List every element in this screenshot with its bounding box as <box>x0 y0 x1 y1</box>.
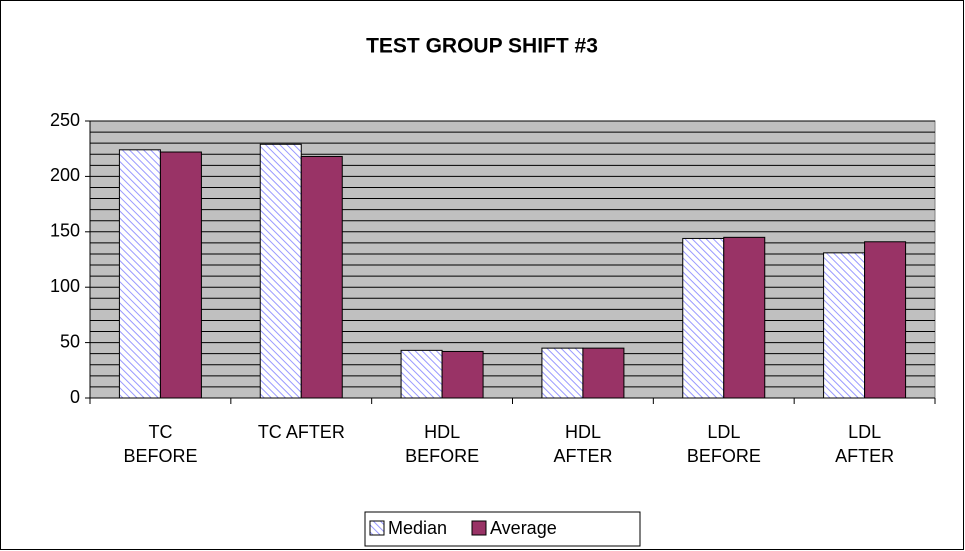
legend-swatch <box>369 520 385 536</box>
x-tick-label: LDL AFTER <box>835 422 895 466</box>
y-tick-label: 100 <box>50 276 80 296</box>
bar <box>118 149 161 399</box>
bar <box>682 237 725 399</box>
legend-label: Average <box>490 518 557 538</box>
bar <box>441 350 484 399</box>
y-tick-label: 150 <box>50 221 80 241</box>
legend-swatch <box>471 520 487 536</box>
x-tick-label: HDL BEFORE <box>405 422 480 466</box>
bar <box>541 347 584 399</box>
x-tick-label: TC BEFORE <box>123 422 198 466</box>
legend-label: Median <box>388 518 447 538</box>
x-tick-label: HDL AFTER <box>553 422 613 466</box>
bar <box>400 349 443 399</box>
x-tick-label: LDL BEFORE <box>686 422 761 466</box>
y-tick-label: 250 <box>50 110 80 130</box>
bar <box>723 236 766 399</box>
y-tick-label: 50 <box>60 331 80 351</box>
x-tick-label: TC AFTER <box>257 422 345 442</box>
bar <box>259 143 302 399</box>
chart-title: TEST GROUP SHIFT #3 <box>366 35 598 58</box>
bar <box>300 155 343 399</box>
bar <box>823 252 866 399</box>
plot-area <box>89 120 936 399</box>
y-tick-label: 200 <box>50 165 80 185</box>
y-tick-label: 0 <box>70 387 80 407</box>
bar <box>159 151 202 399</box>
bar <box>582 347 625 399</box>
bar <box>864 241 907 399</box>
legend-box <box>364 511 641 547</box>
